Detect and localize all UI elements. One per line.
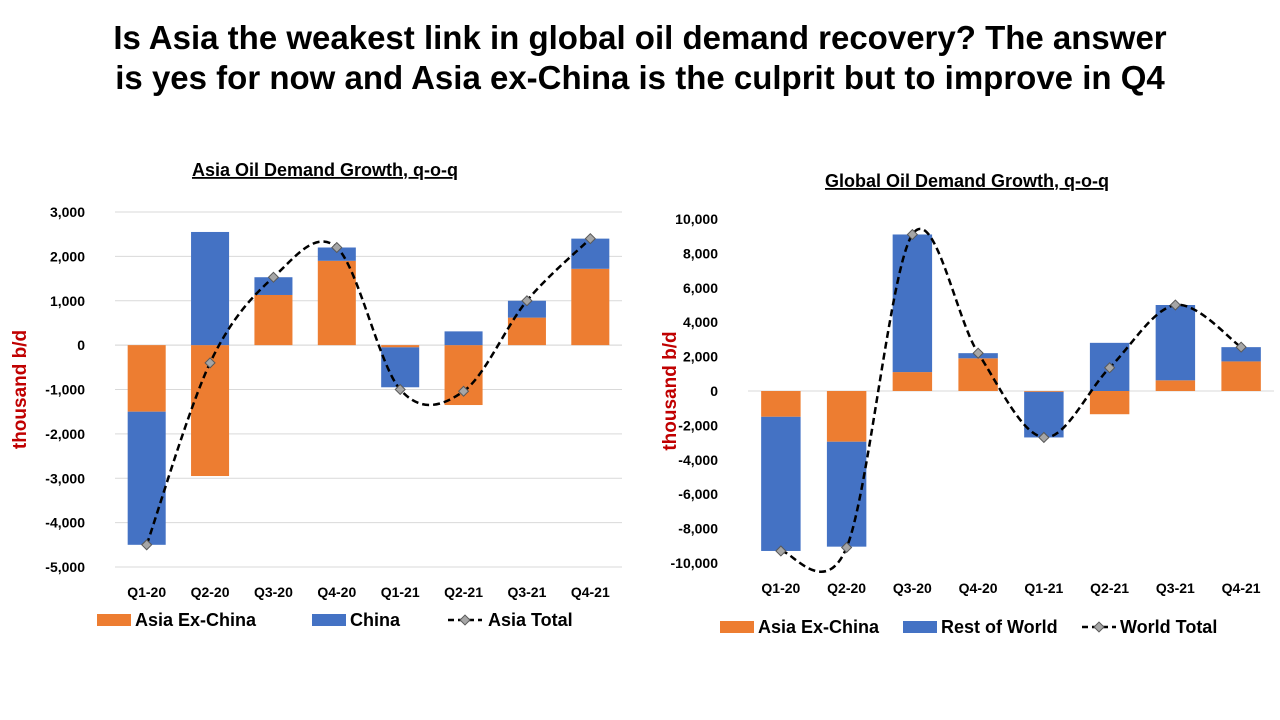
- headline-line-2: is yes for now and Asia ex-China is the …: [115, 59, 1165, 96]
- y-tick-label: -10,000: [671, 555, 719, 571]
- bar-china-q2-21: [444, 331, 483, 346]
- chart-title: Global Oil Demand Growth, q-o-q: [825, 171, 1109, 191]
- bar-asia-ex-china-q3-21: [507, 317, 546, 346]
- x-tick-label: Q2-20: [827, 580, 866, 596]
- legend-swatch: [903, 621, 937, 633]
- total-point-marker: [584, 232, 596, 245]
- bar-china-q1-20: [127, 411, 166, 545]
- y-tick-label: 0: [77, 337, 85, 353]
- y-tick-label: 10,000: [675, 211, 718, 227]
- bar-rest-of-world-q1-21: [1024, 391, 1064, 438]
- headline-line-1: Is Asia the weakest link in global oil d…: [113, 19, 1167, 56]
- bar-asia-ex-china-q3-20: [892, 372, 933, 391]
- y-tick-label: 3,000: [50, 204, 85, 220]
- legend-label: World Total: [1120, 617, 1217, 637]
- asia-oil-demand-chart: Asia Oil Demand Growth, q-o-q 3,000 2,000 1…: [10, 160, 622, 630]
- bar-asia-ex-china-q1-21: [381, 345, 420, 348]
- x-tick-label: Q2-20: [191, 584, 230, 600]
- bar-rest-of-world-q3-20: [892, 234, 933, 373]
- total-point-marker: [906, 228, 919, 241]
- bar-china-q2-20: [191, 231, 230, 346]
- headline: Is Asia the weakest link in global oil d…: [20, 18, 1260, 98]
- bar-asia-ex-china-q2-21: [1089, 391, 1130, 415]
- x-tick-label: Q1-20: [761, 580, 800, 596]
- legend-label: Asia Total: [488, 610, 573, 630]
- x-tick-label: Q1-21: [381, 584, 420, 600]
- y-tick-label: 4,000: [683, 314, 718, 330]
- y-tick-label: -4,000: [45, 515, 85, 531]
- x-tick-label: Q1-21: [1024, 580, 1063, 596]
- bar-rest-of-world-q4-21: [1221, 347, 1261, 362]
- total-point-marker: [1235, 341, 1247, 353]
- bar-china-q4-20: [317, 247, 356, 261]
- bar-asia-ex-china-q1-20: [761, 391, 801, 417]
- legend-label: Rest of World: [941, 617, 1058, 637]
- global-oil-demand-chart: Global Oil Demand Growth, q-o-q 10,000 8,0…: [660, 171, 1274, 637]
- bar-asia-ex-china-q1-21: [1024, 391, 1064, 392]
- legend-swatch: [312, 614, 346, 626]
- bar-rest-of-world-q3-21: [1155, 305, 1196, 381]
- legend-swatch: [720, 621, 754, 633]
- y-tick-label: 1,000: [50, 293, 85, 309]
- y-axis-label: thousand b/d: [10, 330, 31, 449]
- chart-title: Asia Oil Demand Growth, q-o-q: [192, 160, 458, 180]
- y-tick-label: 6,000: [683, 280, 718, 296]
- total-point-marker: [840, 541, 853, 554]
- bar-asia-ex-china-q2-20: [826, 391, 867, 442]
- x-tick-label: Q3-20: [254, 584, 293, 600]
- total-point-marker: [1038, 431, 1050, 444]
- total-point-marker: [1169, 299, 1182, 311]
- legend-label: China: [350, 610, 401, 630]
- legend-marker: [459, 614, 471, 626]
- legend-label: Asia Ex-China: [135, 610, 257, 630]
- y-tick-label: -2,000: [678, 417, 718, 433]
- x-tick-label: Q4-21: [571, 584, 610, 600]
- bar-rest-of-world-q1-20: [761, 416, 801, 551]
- total-point-marker: [1103, 362, 1116, 374]
- legend-marker: [1093, 621, 1105, 633]
- y-tick-label: -1,000: [45, 382, 85, 398]
- total-point-marker: [521, 295, 533, 307]
- legend-label: Asia Ex-China: [758, 617, 880, 637]
- y-tick-label: 8,000: [683, 245, 718, 261]
- x-tick-label: Q3-21: [1156, 580, 1195, 596]
- x-tick-label: Q2-21: [444, 584, 483, 600]
- x-tick-label: Q3-20: [893, 580, 932, 596]
- bar-asia-ex-china-q4-20: [317, 260, 356, 346]
- y-tick-label: -2,000: [45, 426, 85, 442]
- legend-swatch: [97, 614, 131, 626]
- bar-asia-ex-china-q4-21: [1221, 361, 1261, 391]
- y-tick-label: 0: [710, 383, 718, 399]
- x-tick-label: Q1-20: [127, 584, 166, 600]
- bar-asia-ex-china-q4-21: [571, 268, 610, 346]
- x-tick-label: Q4-20: [959, 580, 998, 596]
- bar-china-q3-21: [507, 300, 546, 318]
- x-tick-label: Q3-21: [507, 584, 546, 600]
- x-tick-label: Q2-21: [1090, 580, 1129, 596]
- x-tick-label: Q4-21: [1222, 580, 1261, 596]
- total-point-marker: [267, 271, 280, 283]
- bar-asia-ex-china-q3-21: [1155, 380, 1196, 391]
- total-point-marker: [972, 347, 984, 359]
- total-point-marker: [457, 385, 470, 397]
- y-axis-label: thousand b/d: [660, 331, 681, 450]
- total-point-marker: [204, 357, 216, 369]
- total-point-marker: [775, 545, 787, 557]
- x-tick-label: Q4-20: [317, 584, 356, 600]
- y-tick-label: -5,000: [45, 559, 85, 575]
- bar-asia-ex-china-q3-20: [254, 294, 293, 346]
- total-point-marker: [394, 383, 406, 396]
- y-tick-label: 2,000: [50, 248, 85, 264]
- y-tick-label: -8,000: [678, 521, 718, 537]
- bar-china-q3-20: [254, 277, 293, 295]
- bar-asia-ex-china-q1-20: [127, 345, 166, 412]
- y-tick-label: 2,000: [683, 349, 718, 365]
- y-tick-label: -4,000: [678, 452, 718, 468]
- total-point-marker: [141, 539, 153, 551]
- total-point-marker: [331, 241, 343, 254]
- y-tick-label: -3,000: [45, 470, 85, 486]
- y-tick-label: -6,000: [678, 486, 718, 502]
